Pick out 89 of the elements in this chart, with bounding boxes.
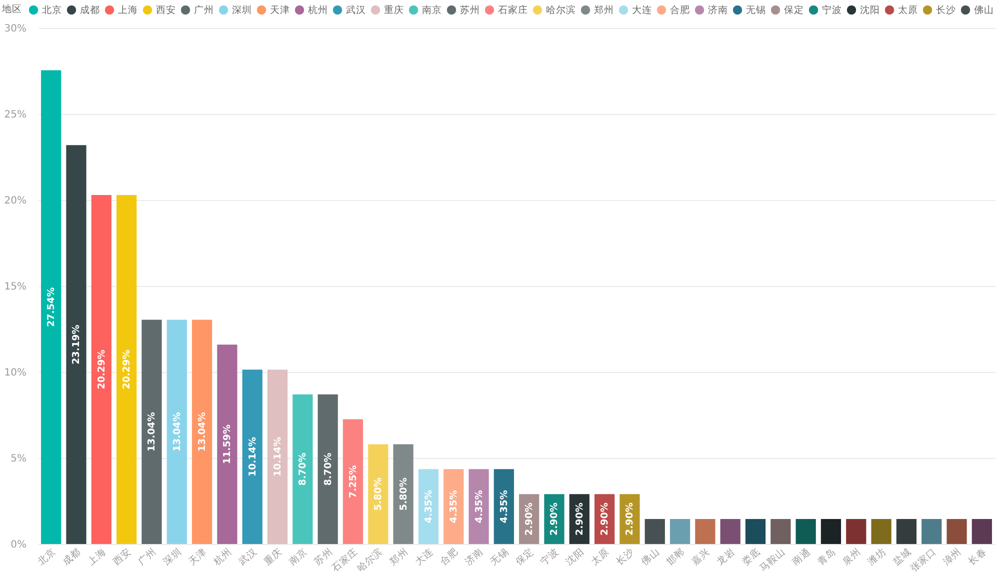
legend-label: 广州 bbox=[194, 4, 214, 16]
x-tick-label: 嘉兴 bbox=[689, 546, 712, 568]
legend-label: 保定 bbox=[784, 4, 804, 16]
x-tick-label: 南京 bbox=[286, 546, 310, 568]
x-tick-label: 郑州 bbox=[387, 546, 410, 568]
data-label: 7.25% bbox=[348, 464, 359, 498]
x-tick-label: 太原 bbox=[588, 546, 612, 568]
x-tick-label: 邯郸 bbox=[664, 546, 688, 568]
x-tick-label: 保定 bbox=[513, 546, 536, 568]
legend-label: 长沙 bbox=[936, 4, 956, 16]
x-tick-label: 哈尔滨 bbox=[354, 546, 386, 573]
legend-label: 大连 bbox=[632, 4, 652, 16]
x-tick-label: 济南 bbox=[462, 546, 486, 568]
data-label: 5.80% bbox=[373, 477, 384, 511]
data-label: 20.29% bbox=[122, 349, 133, 390]
y-tick-label: 30% bbox=[4, 24, 26, 34]
y-tick-label: 0% bbox=[10, 540, 26, 550]
x-tick-label: 北京 bbox=[35, 546, 58, 568]
legend-label: 苏州 bbox=[460, 4, 480, 16]
legend-label: 合肥 bbox=[670, 4, 690, 16]
y-tick-label: 15% bbox=[4, 282, 26, 292]
x-tick-label: 龙岩 bbox=[714, 546, 738, 568]
data-label: 4.35% bbox=[423, 490, 434, 524]
legend-label: 佛山 bbox=[974, 4, 994, 16]
data-label: 13.04% bbox=[146, 412, 158, 452]
data-label: 23.19% bbox=[71, 324, 82, 364]
legend-label: 郑州 bbox=[594, 4, 614, 16]
data-label: 27.54% bbox=[46, 286, 58, 327]
data-label: 4.35% bbox=[448, 490, 460, 524]
data-label: 10.14% bbox=[272, 436, 284, 477]
legend-label: 武汉 bbox=[346, 4, 366, 16]
x-tick-label: 合肥 bbox=[438, 546, 461, 568]
legend-title: 地区 bbox=[1, 3, 22, 15]
data-label: 2.90% bbox=[574, 502, 586, 536]
x-tick-label: 沈阳 bbox=[563, 546, 586, 568]
legend-label: 石家庄 bbox=[498, 4, 528, 16]
x-tick-label: 成都 bbox=[60, 546, 84, 568]
legend-label: 重庆 bbox=[384, 4, 404, 16]
data-label: 2.90% bbox=[549, 502, 560, 536]
legend-label: 太原 bbox=[898, 4, 918, 16]
x-tick-label: 大连 bbox=[412, 546, 436, 568]
legend-label: 天津 bbox=[270, 4, 290, 16]
x-tick-label: 上海 bbox=[85, 546, 108, 568]
x-tick-label: 南通 bbox=[790, 546, 813, 568]
x-tick-label: 长春 bbox=[966, 546, 989, 568]
legend-label: 北京 bbox=[42, 4, 62, 16]
data-label: 5.80% bbox=[398, 477, 410, 511]
data-label: 8.70% bbox=[322, 452, 334, 486]
y-tick-label: 25% bbox=[4, 110, 26, 120]
x-tick-label: 杭州 bbox=[210, 546, 234, 568]
data-label: 2.90% bbox=[624, 502, 636, 536]
data-label: 4.35% bbox=[474, 490, 485, 524]
data-label: 8.70% bbox=[298, 452, 309, 486]
data-label: 10.14% bbox=[247, 436, 258, 477]
legend-label: 西安 bbox=[156, 4, 176, 16]
legend-label: 济南 bbox=[708, 4, 728, 16]
x-tick-label: 天津 bbox=[186, 546, 210, 568]
x-tick-label: 重庆 bbox=[262, 546, 285, 568]
x-tick-label: 青岛 bbox=[815, 546, 838, 568]
legend-label: 无锡 bbox=[746, 4, 766, 16]
data-label: 20.29% bbox=[96, 349, 108, 390]
data-label: 4.35% bbox=[498, 490, 510, 524]
y-tick-label: 20% bbox=[4, 196, 26, 206]
x-tick-label: 漳州 bbox=[940, 546, 964, 568]
x-tick-label: 深圳 bbox=[160, 546, 184, 568]
legend-label: 深圳 bbox=[232, 4, 252, 16]
legend-label: 宁波 bbox=[822, 4, 842, 16]
legend-label: 上海 bbox=[118, 4, 138, 16]
data-label: 2.90% bbox=[524, 502, 536, 536]
x-tick-label: 宁波 bbox=[538, 546, 562, 568]
legend-label: 沈阳 bbox=[860, 4, 880, 16]
x-tick-label: 无锡 bbox=[488, 546, 511, 568]
y-tick-label: 10% bbox=[4, 368, 26, 378]
data-label: 13.04% bbox=[197, 412, 208, 452]
x-tick-label: 泉州 bbox=[840, 546, 864, 568]
x-tick-label: 佛山 bbox=[638, 546, 662, 568]
legend-label: 南京 bbox=[422, 4, 442, 16]
legend-label: 成都 bbox=[80, 4, 100, 16]
x-tick-label: 西安 bbox=[110, 546, 134, 568]
x-tick-label: 潍坊 bbox=[865, 546, 888, 568]
data-label: 13.04% bbox=[172, 412, 183, 452]
data-label: 11.59% bbox=[222, 424, 234, 464]
x-tick-label: 武汉 bbox=[236, 546, 260, 568]
legend-label: 哈尔滨 bbox=[546, 4, 576, 16]
x-tick-label: 广州 bbox=[136, 546, 159, 568]
data-label: 2.90% bbox=[600, 502, 611, 536]
x-tick-label: 长沙 bbox=[614, 546, 637, 568]
legend-label: 杭州 bbox=[307, 4, 328, 16]
y-tick-label: 5% bbox=[10, 454, 26, 464]
